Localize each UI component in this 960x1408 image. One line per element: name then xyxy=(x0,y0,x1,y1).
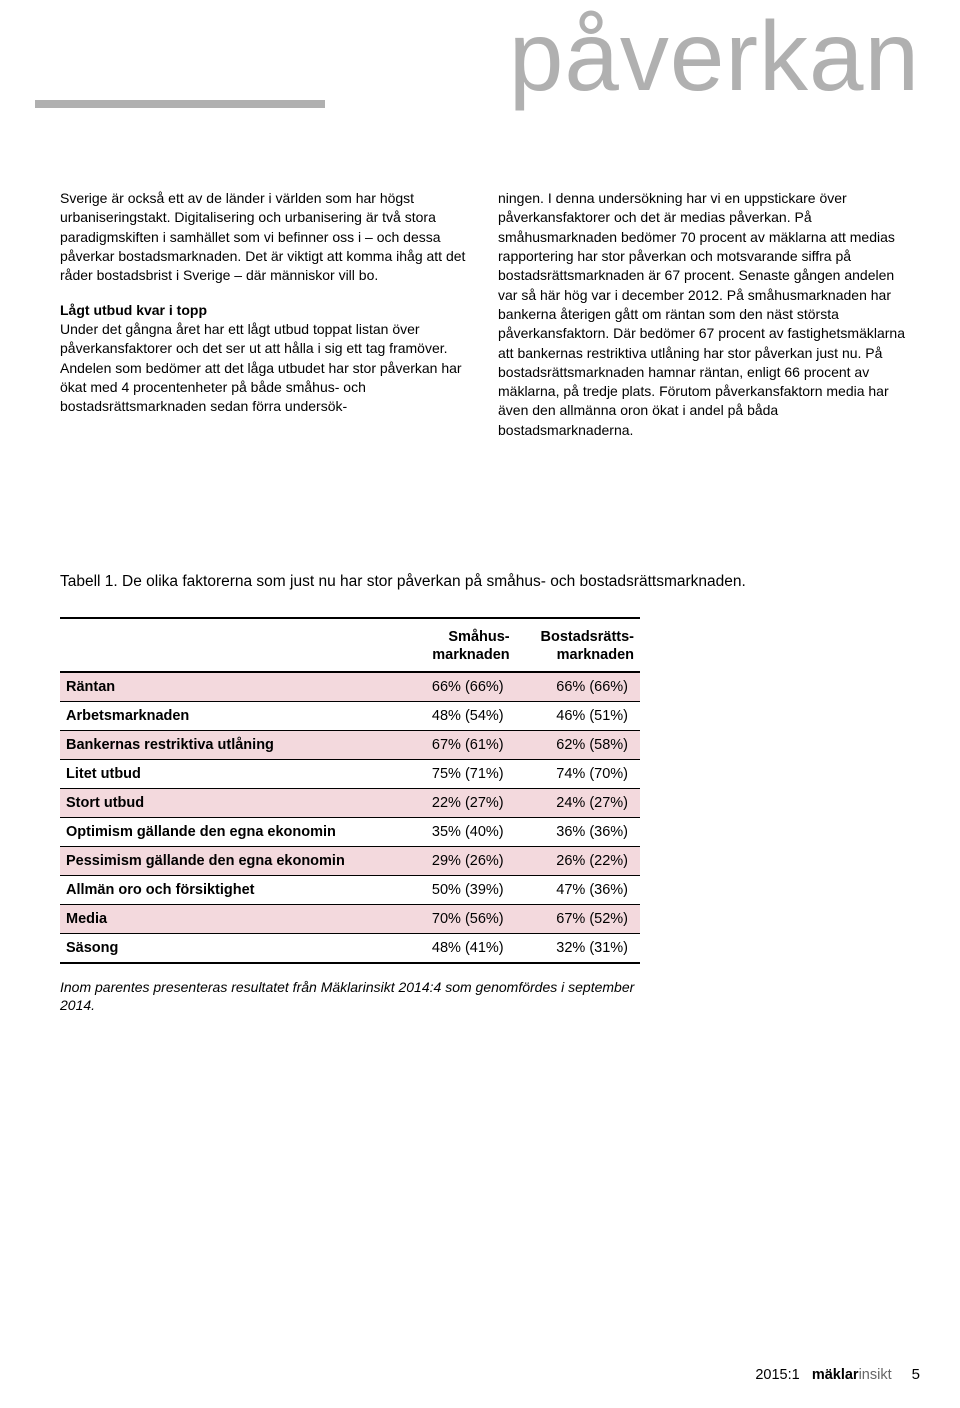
row-label: Räntan xyxy=(60,672,410,702)
paragraph-text: Under det gångna året har ett lågt utbud… xyxy=(60,321,462,414)
brand-part2: insikt xyxy=(859,1367,892,1383)
table-row: Säsong48% (41%)32% (31%) xyxy=(60,934,640,964)
header-line: Småhus- xyxy=(448,629,509,645)
row-value-a: 67% (61%) xyxy=(410,731,516,760)
row-value-a: 48% (41%) xyxy=(410,934,516,964)
table-row: Litet utbud75% (71%)74% (70%) xyxy=(60,760,640,789)
row-label: Litet utbud xyxy=(60,760,410,789)
row-label: Pessimism gällande den egna ekonomin xyxy=(60,847,410,876)
body-columns: Sverige är också ett av de länder i värl… xyxy=(60,189,910,455)
title-rule xyxy=(35,100,325,108)
row-label: Säsong xyxy=(60,934,410,964)
table-header-row: Småhus- marknaden Bostadsrätts- marknade… xyxy=(60,618,640,672)
issue-label: 2015:1 xyxy=(755,1367,799,1383)
row-label: Optimism gällande den egna ekonomin xyxy=(60,818,410,847)
row-value-a: 29% (26%) xyxy=(410,847,516,876)
row-value-b: 26% (22%) xyxy=(516,847,640,876)
page-title: påverkan xyxy=(509,0,920,113)
row-value-a: 70% (56%) xyxy=(410,905,516,934)
header-line: marknaden xyxy=(432,647,509,663)
table-row: Bankernas restriktiva utlåning67% (61%)6… xyxy=(60,731,640,760)
row-label: Bankernas restriktiva utlåning xyxy=(60,731,410,760)
left-column: Sverige är också ett av de länder i värl… xyxy=(60,189,472,455)
table-header-cell: Småhus- marknaden xyxy=(410,618,516,672)
paragraph: ningen. I denna undersökning har vi en u… xyxy=(498,189,910,440)
table-row: Pessimism gällande den egna ekonomin29% … xyxy=(60,847,640,876)
brand-part1: mäklar xyxy=(812,1367,859,1383)
row-label: Stort utbud xyxy=(60,789,410,818)
row-label: Media xyxy=(60,905,410,934)
page-number: 5 xyxy=(912,1366,920,1383)
table-header-cell xyxy=(60,618,410,672)
table-row: Arbetsmarknaden48% (54%)46% (51%) xyxy=(60,702,640,731)
row-value-b: 32% (31%) xyxy=(516,934,640,964)
table-row: Stort utbud22% (27%)24% (27%) xyxy=(60,789,640,818)
row-value-a: 35% (40%) xyxy=(410,818,516,847)
row-value-b: 62% (58%) xyxy=(516,731,640,760)
row-value-b: 74% (70%) xyxy=(516,760,640,789)
table-caption: Tabell 1. De olika faktorerna som just n… xyxy=(60,573,910,591)
table-row: Media70% (56%)67% (52%) xyxy=(60,905,640,934)
subheading: Lågt utbud kvar i topp xyxy=(60,302,207,318)
table-footnote: Inom parentes presenteras resultatet frå… xyxy=(60,978,640,1014)
row-label: Allmän oro och försiktighet xyxy=(60,876,410,905)
right-column: ningen. I denna undersökning har vi en u… xyxy=(498,189,910,455)
header-line: Bostadsrätts- xyxy=(541,629,634,645)
row-value-b: 47% (36%) xyxy=(516,876,640,905)
factors-table: Småhus- marknaden Bostadsrätts- marknade… xyxy=(60,617,640,964)
row-value-a: 66% (66%) xyxy=(410,672,516,702)
table-row: Optimism gällande den egna ekonomin35% (… xyxy=(60,818,640,847)
table-header-cell: Bostadsrätts- marknaden xyxy=(516,618,640,672)
paragraph: Sverige är också ett av de länder i värl… xyxy=(60,189,472,286)
row-value-a: 50% (39%) xyxy=(410,876,516,905)
row-value-a: 75% (71%) xyxy=(410,760,516,789)
table-row: Räntan66% (66%)66% (66%) xyxy=(60,672,640,702)
row-value-b: 24% (27%) xyxy=(516,789,640,818)
row-value-b: 67% (52%) xyxy=(516,905,640,934)
row-value-b: 46% (51%) xyxy=(516,702,640,731)
paragraph: Lågt utbud kvar i topp Under det gångna … xyxy=(60,301,472,417)
table-row: Allmän oro och försiktighet50% (39%)47% … xyxy=(60,876,640,905)
row-value-a: 22% (27%) xyxy=(410,789,516,818)
page-footer: 2015:1 mäklarinsikt 5 xyxy=(755,1366,920,1383)
row-label: Arbetsmarknaden xyxy=(60,702,410,731)
header-line: marknaden xyxy=(557,647,634,663)
row-value-b: 36% (36%) xyxy=(516,818,640,847)
row-value-b: 66% (66%) xyxy=(516,672,640,702)
row-value-a: 48% (54%) xyxy=(410,702,516,731)
